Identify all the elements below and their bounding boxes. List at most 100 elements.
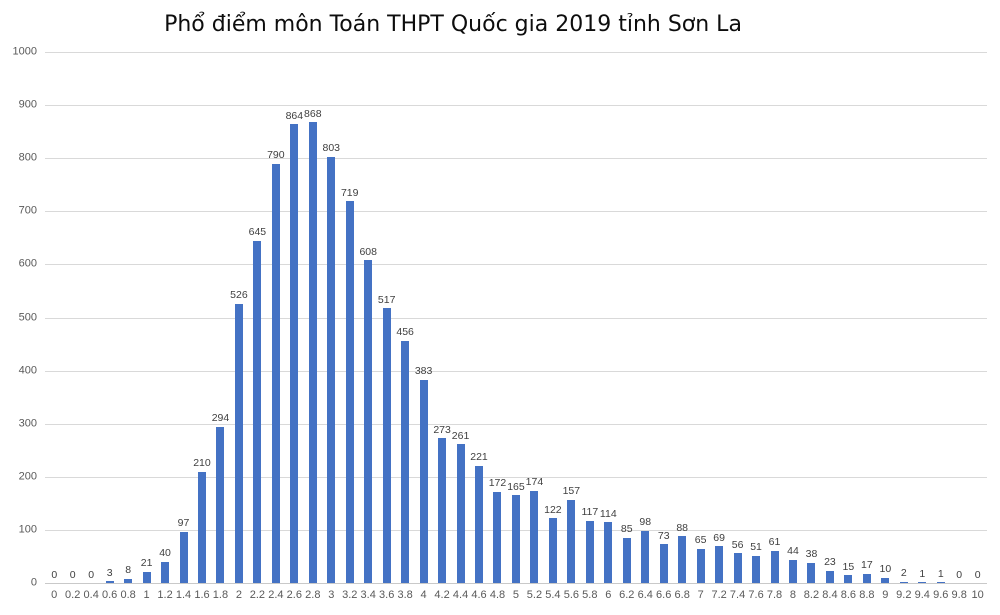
bar-value-label: 517 [377, 293, 396, 306]
x-tick-label: 5.4 [545, 589, 561, 601]
y-tick-label: 100 [18, 523, 37, 536]
bar [197, 471, 206, 583]
x-tick-label: 1.2 [157, 589, 173, 601]
bar-value-label: 0 [88, 568, 95, 581]
x-tick-label: 3 [328, 589, 335, 601]
x-tick-label: 4.8 [489, 589, 506, 601]
bar-cell: 15 [839, 52, 857, 583]
x-tick-label: 4.2 [434, 589, 450, 601]
bar-value-label: 383 [414, 365, 433, 378]
bar-cell: 23 [821, 52, 839, 583]
bar [345, 201, 354, 583]
bar-value-label: 261 [451, 429, 470, 442]
bar-cell: 157 [562, 52, 580, 583]
y-tick-label: 500 [18, 311, 37, 323]
bar [105, 581, 114, 583]
x-tick-label: 4.4 [452, 589, 469, 601]
x-tick-label: 9.4 [914, 589, 930, 601]
x-tick-label: 6.6 [656, 589, 672, 601]
bar [216, 426, 225, 583]
bar-cell: 97 [174, 52, 192, 583]
bar-cell: 864 [285, 52, 303, 583]
bar-cell: 1 [932, 52, 950, 583]
bar-cell: 526 [230, 52, 248, 583]
bar-value-label: 294 [211, 412, 230, 425]
bar-cell: 868 [304, 52, 322, 583]
x-tick-label: 5.2 [526, 589, 543, 601]
bar [585, 520, 594, 583]
bar [382, 308, 391, 583]
bar [327, 156, 336, 583]
bar-series: 0 0 0 3 8 21 40 97 210 294 526 645 790 864 868 803 719 60… [45, 52, 987, 583]
bar-cell: 88 [673, 52, 691, 583]
bar-value-label: 56 [731, 538, 744, 551]
bar-cell: 261 [451, 52, 469, 583]
bar [179, 531, 188, 583]
bar-value-label: 221 [470, 451, 488, 464]
bar-cell: 174 [525, 52, 543, 583]
bar [807, 562, 816, 583]
bar-value-label: 21 [140, 557, 153, 570]
gridline [45, 264, 987, 266]
x-tick-label: 9.2 [896, 589, 912, 601]
y-tick-label: 300 [18, 417, 37, 430]
bar-value-label: 868 [304, 107, 322, 120]
x-tick-label: 8.4 [822, 589, 838, 601]
bar-value-label: 40 [159, 547, 171, 560]
x-tick-label: 8.8 [859, 589, 875, 601]
bar-cell: 65 [691, 52, 709, 583]
bar [752, 555, 761, 583]
bar-cell: 40 [156, 52, 174, 583]
bar [475, 465, 484, 583]
bar-cell: 56 [728, 52, 746, 583]
gridline [45, 52, 987, 53]
x-tick-label: 4 [420, 589, 427, 601]
bar-cell: 85 [618, 52, 636, 583]
x-tick-label: 8.2 [803, 589, 820, 601]
x-tick-label: 1.6 [194, 589, 210, 601]
bar-cell: 221 [470, 52, 488, 583]
x-tick-label: 0.4 [83, 589, 99, 601]
x-tick-label: 5.6 [563, 589, 579, 601]
x-tick-label: 9 [882, 589, 889, 601]
bar-cell: 44 [784, 52, 802, 583]
bar-value-label: 69 [713, 531, 725, 544]
bar [124, 578, 133, 583]
bar [881, 577, 890, 583]
x-tick-label: 2 [235, 589, 242, 601]
bar-value-label: 38 [805, 548, 818, 561]
bar-cell: 8 [119, 52, 137, 583]
bar-cell: 17 [858, 52, 876, 583]
gridline [45, 370, 987, 372]
bar-cell: 2 [895, 52, 913, 583]
bar [696, 548, 705, 583]
x-tick-label: 2.6 [286, 589, 302, 601]
bar [604, 522, 613, 583]
bar-cell: 3 [100, 52, 118, 583]
bar-cell: 165 [507, 52, 525, 583]
bar [918, 582, 927, 583]
bar-value-label: 114 [599, 507, 617, 520]
y-tick-label: 900 [18, 98, 37, 111]
bar [142, 571, 151, 583]
bar [862, 573, 871, 583]
bar [401, 340, 410, 583]
y-axis: 0 100 200 300 400 500 600 700 800 900 1000 [0, 46, 37, 588]
bar-cell: 210 [193, 52, 211, 583]
bar [511, 495, 520, 583]
bar-cell: 61 [765, 52, 783, 583]
bar-value-label: 23 [824, 556, 836, 569]
bar-cell: 790 [267, 52, 285, 583]
bar [641, 530, 650, 583]
bar-value-label: 526 [230, 289, 248, 302]
y-tick-label: 200 [18, 470, 37, 483]
gridline [45, 423, 987, 425]
x-tick-label: 7 [697, 589, 704, 601]
bar [419, 379, 428, 583]
bar-cell: 517 [377, 52, 395, 583]
bar-value-label: 3 [106, 566, 113, 579]
x-tick-label: 1 [143, 589, 150, 601]
y-tick-label: 0 [30, 576, 37, 589]
bar-cell: 0 [45, 52, 63, 583]
